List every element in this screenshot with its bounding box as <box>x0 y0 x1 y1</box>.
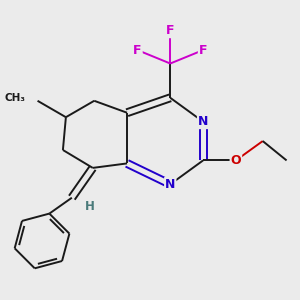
Text: H: H <box>85 200 95 213</box>
Text: CH₃: CH₃ <box>4 93 26 103</box>
Text: N: N <box>165 178 175 191</box>
Text: F: F <box>166 24 175 37</box>
Text: F: F <box>133 44 142 57</box>
Text: N: N <box>198 115 208 128</box>
Text: O: O <box>231 154 241 167</box>
Text: F: F <box>199 44 207 57</box>
